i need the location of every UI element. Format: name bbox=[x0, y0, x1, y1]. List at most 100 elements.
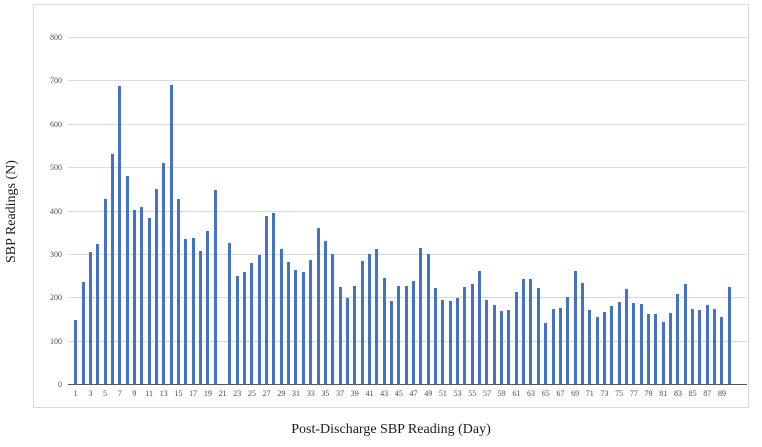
y-tick-labels: 0 100 200 300 400 500 600 700 800 bbox=[26, 33, 62, 389]
x-tick-label-33: 33 bbox=[306, 389, 315, 398]
bar-slot-day-72 bbox=[593, 38, 600, 385]
bar-day-71 bbox=[588, 309, 592, 385]
bar-slot-day-64 bbox=[535, 38, 542, 385]
gridline-700 bbox=[68, 80, 747, 82]
bar-day-26 bbox=[257, 254, 261, 385]
bar-day-65 bbox=[544, 323, 548, 385]
bar-day-29 bbox=[279, 249, 283, 385]
bar-day-90 bbox=[727, 287, 731, 385]
x-tick-label-25: 25 bbox=[247, 389, 256, 398]
bar-day-20 bbox=[213, 190, 217, 385]
x-tick-label-15: 15 bbox=[174, 389, 183, 398]
x-tick-label-85: 85 bbox=[688, 389, 697, 398]
bar-slot-day-84 bbox=[682, 38, 689, 385]
bar-day-64 bbox=[536, 288, 540, 385]
bar-slot-day-75 bbox=[615, 38, 622, 385]
gridline-500 bbox=[68, 167, 747, 169]
x-tick-label-31: 31 bbox=[292, 389, 300, 398]
bar-slot-day-50 bbox=[432, 38, 439, 385]
bar-slot-day-26 bbox=[256, 38, 263, 385]
x-axis-line bbox=[68, 384, 747, 385]
bar-day-47 bbox=[411, 280, 415, 385]
bar-slot-day-47 bbox=[410, 38, 417, 385]
bar-slot-day-46 bbox=[402, 38, 409, 385]
y-tick-label-700: 700 bbox=[50, 76, 62, 86]
bar-day-58 bbox=[492, 305, 496, 385]
x-axis-title: Post-Discharge SBP Reading (Day) bbox=[291, 422, 491, 437]
bar-day-30 bbox=[287, 261, 291, 385]
bar-slot-day-38 bbox=[344, 38, 351, 385]
bar-day-27 bbox=[265, 216, 269, 385]
x-tick-labels: 1 3 5 7 9 11 13 15 17 19 21 23 25 27 29 31 33 35 37 39 41 43 4… bbox=[72, 385, 733, 399]
bar-slot-day-48 bbox=[417, 38, 424, 385]
bar-day-60 bbox=[507, 309, 511, 385]
bar-day-17 bbox=[191, 237, 195, 385]
bar-slot-day-76 bbox=[623, 38, 630, 385]
bar-slot-day-71 bbox=[586, 38, 593, 385]
x-tick-label-3: 3 bbox=[88, 389, 93, 398]
bar-slot-day-10 bbox=[138, 38, 145, 385]
x-tick-label-87: 87 bbox=[703, 389, 712, 398]
bar-slot-day-31 bbox=[292, 38, 299, 385]
gridline-300 bbox=[68, 253, 747, 255]
bars-layer bbox=[72, 38, 733, 385]
bar-day-84 bbox=[683, 283, 687, 385]
bar-day-79 bbox=[646, 314, 650, 385]
bar-slot-day-39 bbox=[351, 38, 358, 385]
bars-padding bbox=[72, 38, 733, 385]
bar-slot-day-19 bbox=[204, 38, 211, 385]
bar-slot-day-74 bbox=[608, 38, 615, 385]
bar-slot-day-36 bbox=[329, 38, 336, 385]
x-tick-label-55: 55 bbox=[468, 389, 477, 398]
bar-day-52 bbox=[448, 300, 452, 385]
y-tick-label-300: 300 bbox=[50, 249, 62, 259]
bar-slot-day-28 bbox=[270, 38, 277, 385]
bar-day-12 bbox=[154, 188, 158, 385]
bar-day-10 bbox=[140, 206, 144, 385]
bar-day-72 bbox=[595, 317, 599, 385]
bar-day-56 bbox=[478, 270, 482, 385]
bar-slot-day-32 bbox=[300, 38, 307, 385]
x-tick-label-81: 81 bbox=[659, 389, 668, 398]
bar-day-38 bbox=[345, 297, 349, 385]
bar-slot-day-57 bbox=[483, 38, 490, 385]
bar-slot-day-43 bbox=[380, 38, 387, 385]
x-tick-label-67: 67 bbox=[556, 389, 565, 398]
bar-day-68 bbox=[566, 297, 570, 385]
bar-day-37 bbox=[338, 286, 342, 385]
bar-day-50 bbox=[434, 288, 438, 385]
x-tick-label-71: 71 bbox=[585, 389, 594, 398]
x-tick-label-19: 19 bbox=[203, 389, 212, 398]
bar-slot-day-4 bbox=[94, 38, 101, 385]
bar-day-33 bbox=[309, 259, 313, 385]
gridline-400 bbox=[68, 210, 747, 212]
bar-day-32 bbox=[301, 272, 305, 385]
y-tick-label-800: 800 bbox=[50, 33, 62, 42]
bar-day-40 bbox=[360, 260, 364, 385]
y-axis-title: SBP Readings (N) bbox=[4, 160, 19, 263]
bar-slot-day-20 bbox=[212, 38, 219, 385]
bar-day-57 bbox=[485, 300, 489, 385]
bar-day-14 bbox=[169, 85, 173, 385]
x-tick-label-53: 53 bbox=[453, 389, 462, 398]
bar-day-88 bbox=[713, 309, 717, 385]
bar-slot-day-77 bbox=[630, 38, 637, 385]
bar-day-19 bbox=[206, 230, 210, 385]
bar-slot-day-17 bbox=[190, 38, 197, 385]
bar-slot-day-90 bbox=[726, 38, 733, 385]
bar-day-6 bbox=[110, 153, 114, 385]
bar-slot-day-40 bbox=[358, 38, 365, 385]
y-tick-label-500: 500 bbox=[50, 163, 62, 173]
bar-day-55 bbox=[470, 283, 474, 385]
bar-day-5 bbox=[103, 198, 107, 385]
x-tick-label-57: 57 bbox=[482, 389, 491, 398]
bar-slot-day-73 bbox=[601, 38, 608, 385]
bar-slot-day-62 bbox=[520, 38, 527, 385]
bar-slot-day-60 bbox=[505, 38, 512, 385]
bar-slot-day-70 bbox=[579, 38, 586, 385]
bar-day-80 bbox=[654, 313, 658, 385]
bar-day-81 bbox=[661, 321, 665, 385]
x-tick-labels-padding: 1 3 5 7 9 11 13 15 17 19 21 23 25 27 29 31 33 35 37 39 41 43 4… bbox=[72, 385, 733, 399]
bar-day-41 bbox=[367, 253, 371, 385]
bar-slot-day-80 bbox=[652, 38, 659, 385]
